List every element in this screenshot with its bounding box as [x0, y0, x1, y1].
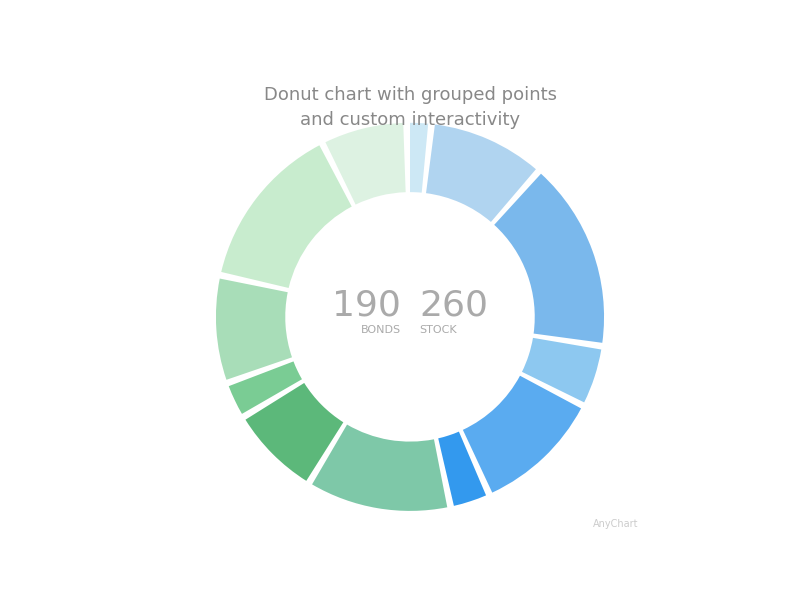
Text: STOCK: STOCK: [419, 325, 457, 335]
Wedge shape: [229, 361, 302, 414]
Wedge shape: [246, 383, 343, 481]
Wedge shape: [522, 338, 602, 403]
Wedge shape: [312, 425, 447, 511]
Text: 260: 260: [419, 289, 488, 322]
Wedge shape: [216, 278, 292, 380]
Wedge shape: [494, 174, 604, 343]
Wedge shape: [438, 431, 486, 506]
Wedge shape: [222, 145, 352, 288]
Wedge shape: [463, 376, 581, 493]
Text: BONDS: BONDS: [361, 325, 401, 335]
Text: 190: 190: [332, 289, 401, 322]
Wedge shape: [326, 123, 406, 205]
Text: Donut chart with grouped points
and custom interactivity: Donut chart with grouped points and cust…: [263, 86, 557, 129]
Text: AnyChart: AnyChart: [593, 520, 638, 529]
Wedge shape: [426, 124, 536, 222]
Wedge shape: [410, 123, 428, 193]
